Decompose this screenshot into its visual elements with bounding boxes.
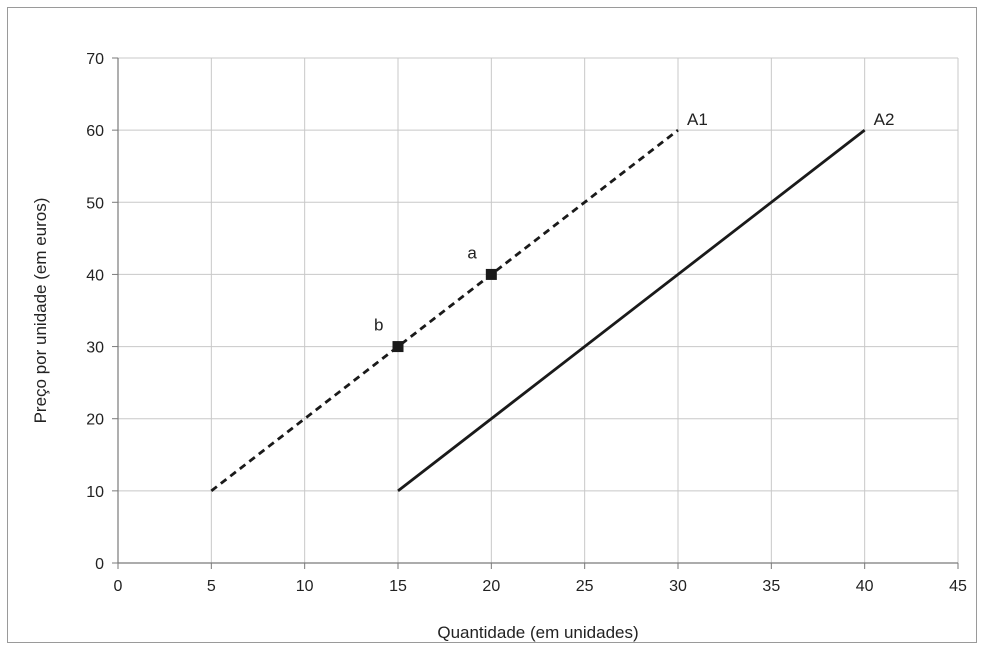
series-group: A1 A2	[210, 110, 895, 492]
x-axis-title: Quantidade (em unidades)	[437, 623, 638, 642]
point-label-a: a	[467, 243, 477, 262]
point-marker-a	[485, 268, 497, 280]
series-line-a2	[397, 129, 866, 492]
grid	[118, 57, 959, 563]
x-tick-label: 45	[949, 578, 967, 595]
chart-frame	[7, 7, 977, 643]
x-tick-label: 5	[207, 578, 216, 595]
y-tick-label: 10	[86, 484, 104, 501]
y-tick-label: 70	[86, 51, 104, 68]
y-ticks: 0 10 20 30 40 50 60 70	[86, 51, 118, 573]
y-tick-label: 30	[86, 340, 104, 357]
x-tick-label: 35	[762, 578, 780, 595]
x-tick-label: 20	[482, 578, 500, 595]
x-tick-label: 30	[669, 578, 687, 595]
y-tick-label: 40	[86, 267, 104, 284]
x-tick-label: 25	[576, 578, 594, 595]
y-axis-title: Preço por unidade (em euros)	[31, 198, 50, 424]
y-tick-label: 60	[86, 123, 104, 140]
x-tick-label: 15	[389, 578, 407, 595]
series-line-a1	[210, 129, 679, 492]
axes	[117, 58, 958, 564]
x-tick-label: 10	[296, 578, 314, 595]
y-tick-label: 50	[86, 195, 104, 212]
markers-group: ab	[374, 243, 497, 353]
x-tick-label: 40	[856, 578, 874, 595]
y-tick-label: 20	[86, 412, 104, 429]
x-tick-label: 0	[114, 578, 123, 595]
point-marker-b	[392, 341, 404, 353]
point-label-b: b	[374, 316, 383, 335]
series-label-a2: A2	[874, 110, 895, 129]
x-ticks: 0 5 10 15 20 25 30 35 40 45	[114, 563, 967, 595]
y-tick-label: 0	[95, 556, 104, 573]
series-label-a1: A1	[687, 110, 708, 129]
